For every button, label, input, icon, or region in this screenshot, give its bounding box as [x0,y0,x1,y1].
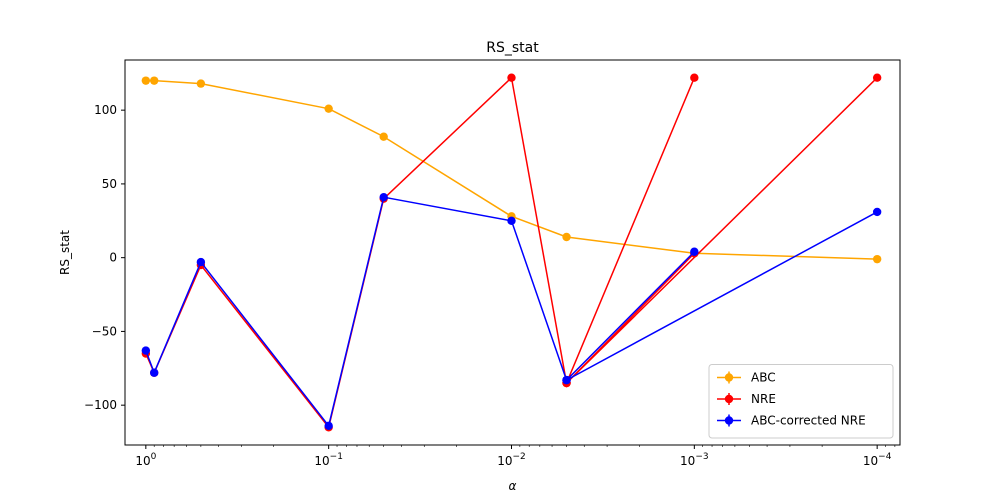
data-point [562,232,571,242]
data-point [196,257,206,267]
data-point [562,375,571,385]
x-axis-label: α [509,479,517,493]
x-tick-label: 10−2 [497,452,526,468]
x-tick-label: 10−3 [680,452,709,468]
data-point [150,76,159,85]
plot-area-frame [124,59,901,446]
data-point [150,368,159,377]
legend-box [708,364,894,439]
legend-label: ABC [751,371,776,385]
legend-marker [724,416,734,425]
y-tick-label: −100 [84,398,117,412]
x-axis-ticks: 100 10−1 10−2 10−3 10−4 [135,445,896,468]
x-tick-label: 10−4 [863,452,892,468]
data-point [141,76,151,85]
data-point [507,216,516,225]
y-tick-label: 0 [109,251,117,265]
data-point [379,132,388,141]
data-point [872,73,882,82]
y-axis-label: RS_stat [58,230,72,275]
legend-marker [724,394,734,404]
legend-label: NRE [751,392,776,406]
y-tick-label: −50 [92,324,117,338]
data-point [872,207,882,217]
y-axis-ticks: 100 50 0 −50 −100 [84,103,125,412]
series-0 [141,76,882,264]
legend: ABC NRE ABC-corrected NRE [708,364,894,439]
chart-title: RS_stat [486,40,539,56]
data-point [379,192,388,202]
series-layer [141,73,882,432]
y-tick-label: 100 [94,103,117,117]
legend-label: ABC-corrected NRE [751,414,866,428]
legend-item: ABC-corrected NRE [717,414,866,428]
data-point [872,254,882,264]
data-point [507,73,516,82]
data-point [690,247,699,256]
data-point [196,79,206,88]
data-point [141,346,151,355]
legend-item: NRE [717,392,776,406]
series-line [145,76,878,429]
legend-item: ABC [717,371,776,385]
data-point [324,421,333,431]
x-tick-label: 10−1 [314,452,343,468]
data-point [690,73,699,82]
y-tick-label: 50 [102,177,117,191]
series-line [145,79,878,260]
series-2 [141,192,882,431]
data-point [324,104,333,113]
series-line [145,196,878,427]
x-tick-label: 100 [135,452,156,468]
legend-marker [724,373,734,382]
